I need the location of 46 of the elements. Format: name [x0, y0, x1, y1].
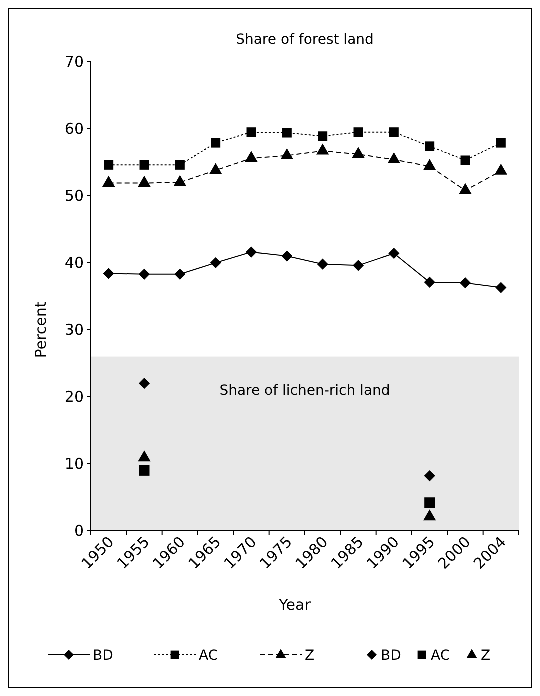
point: [424, 498, 436, 508]
point: [210, 257, 222, 269]
y-tick-label: 40: [64, 254, 84, 272]
y-axis-title: Percent: [32, 302, 50, 358]
point: [317, 258, 328, 270]
point: [425, 142, 435, 152]
legend-label: BD: [93, 648, 114, 664]
legend-label: Z: [305, 648, 315, 664]
y-tick-label: 50: [64, 187, 84, 205]
point: [138, 268, 150, 280]
x-axis-title: Year: [278, 596, 312, 614]
y-tick-label: 0: [74, 522, 84, 540]
point: [282, 128, 292, 138]
chart-title: Share of forest land: [236, 32, 374, 48]
point: [103, 268, 114, 280]
legend-label: Z: [481, 648, 491, 664]
point: [496, 282, 507, 294]
point: [460, 156, 470, 166]
point: [424, 470, 436, 482]
point: [282, 250, 293, 262]
legend-label: AC: [199, 648, 218, 664]
y-tick-label: 20: [64, 388, 84, 406]
point: [496, 138, 506, 148]
legend-label: BD: [381, 648, 402, 664]
y-tick-label: 10: [64, 455, 84, 473]
y-tick-label: 60: [64, 120, 84, 138]
point: [140, 160, 150, 170]
point: [246, 246, 258, 258]
point: [352, 260, 364, 272]
point: [318, 132, 328, 142]
legend-label: AC: [431, 648, 450, 664]
point: [460, 278, 472, 289]
y-tick-label: 30: [64, 321, 84, 339]
point: [139, 465, 150, 476]
point: [246, 128, 256, 138]
point: [104, 160, 114, 170]
point: [389, 128, 399, 138]
point: [211, 138, 221, 148]
point: [138, 378, 150, 390]
point: [174, 268, 186, 280]
point: [424, 276, 436, 288]
band-label: Share of lichen-rich land: [220, 382, 390, 399]
point: [175, 160, 185, 170]
y-tick-label: 70: [64, 53, 84, 71]
point: [388, 248, 400, 260]
point: [354, 128, 364, 138]
